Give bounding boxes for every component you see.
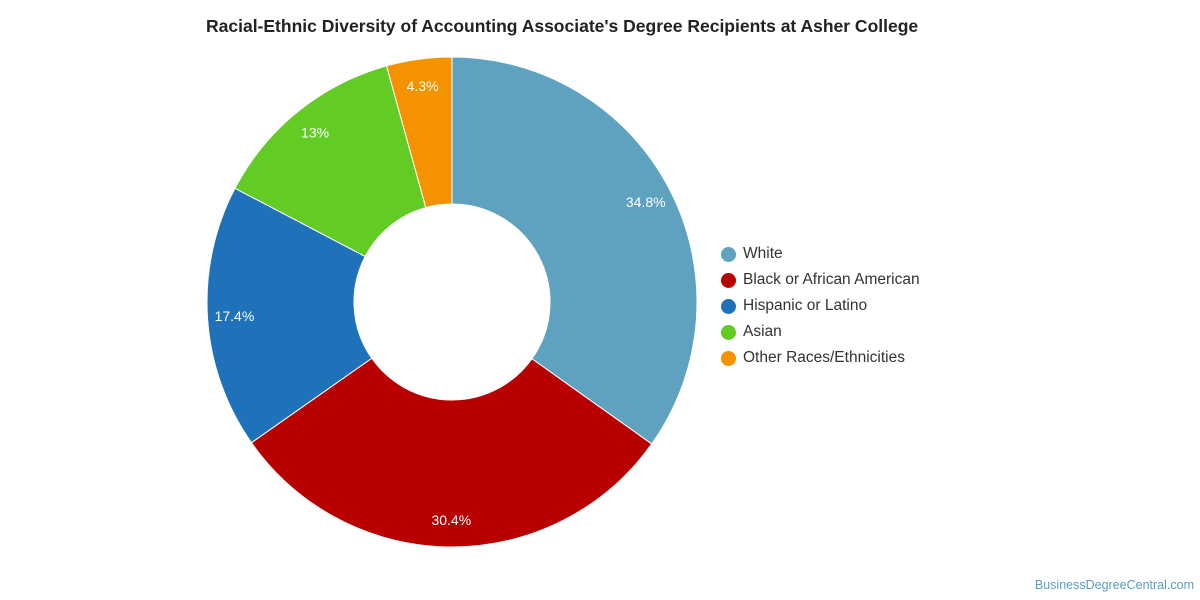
slice-label-other-races-ethnicities: 4.3%: [407, 78, 439, 94]
legend-swatch: [721, 272, 736, 288]
donut-slice-labels: 34.8% 30.4% 17.4% 13% 4.3%: [215, 78, 666, 528]
legend-swatch: [721, 324, 736, 340]
legend-item-black-or-african-american[interactable]: Black or African American: [721, 267, 920, 293]
chart-legend: White Black or African American Hispanic o…: [721, 241, 920, 371]
slice-other-races-ethnicities[interactable]: [385, 56, 453, 209]
slice-label-black-or-african-american: 30.4%: [431, 512, 471, 528]
legend-item-other-races-ethnicities[interactable]: Other Races/Ethnicities: [721, 345, 920, 371]
slice-hispanic-or-latino[interactable]: [206, 187, 373, 444]
slice-asian[interactable]: [234, 65, 427, 258]
legend-item-asian[interactable]: Asian: [721, 319, 920, 345]
legend-label: White: [743, 245, 783, 262]
chart-title: Racial-Ethnic Diversity of Accounting As…: [206, 16, 919, 36]
legend-swatch: [721, 350, 736, 366]
source-credit[interactable]: BusinessDegreeCentral.com: [1034, 578, 1194, 592]
donut-slices: [206, 56, 698, 548]
legend-item-white[interactable]: White: [721, 241, 920, 267]
legend-swatch: [721, 246, 736, 262]
slice-black-or-african-american[interactable]: [250, 357, 653, 548]
legend-label: Other Races/Ethnicities: [743, 349, 905, 366]
legend-swatch: [721, 298, 736, 314]
legend-label: Hispanic or Latino: [743, 297, 868, 314]
legend-item-hispanic-or-latino[interactable]: Hispanic or Latino: [721, 293, 920, 319]
slice-label-asian: 13%: [301, 124, 329, 140]
legend-label: Black or African American: [743, 271, 920, 288]
slice-label-hispanic-or-latino: 17.4%: [215, 308, 255, 324]
legend-label: Asian: [743, 323, 782, 340]
slice-label-white: 34.8%: [626, 194, 666, 210]
slice-white[interactable]: [451, 56, 698, 445]
